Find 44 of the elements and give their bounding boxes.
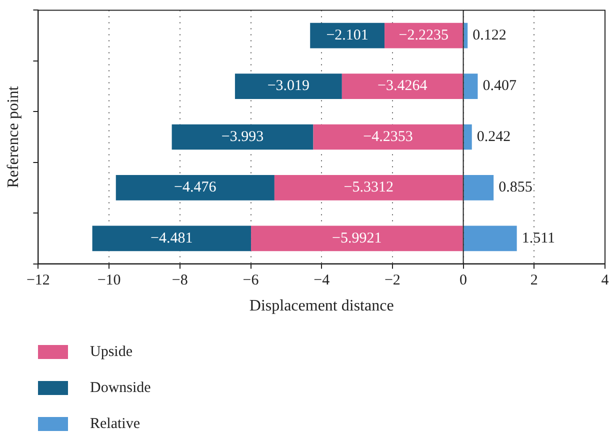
bar: [310, 22, 385, 48]
legend-label: Downside: [90, 380, 151, 396]
x-tick-label: 2: [530, 272, 538, 289]
bar: [234, 74, 342, 99]
bar: [342, 74, 463, 99]
x-axis-title: Displacement distance: [249, 298, 394, 315]
data-label: −2.101: [326, 28, 368, 44]
bar: [464, 226, 517, 252]
bar: [464, 175, 494, 200]
data-label: 0.855: [498, 180, 532, 196]
data-label: −4.476: [174, 180, 217, 196]
data-label: −3.993: [221, 128, 264, 145]
legend-label: Relative: [90, 416, 140, 432]
bar: [464, 124, 472, 150]
bar: [313, 124, 463, 150]
bar: [384, 22, 463, 48]
bar: [172, 124, 314, 150]
x-tick-label: −4: [314, 272, 330, 289]
y-axis-title: Reference point: [4, 86, 22, 188]
bar: [251, 226, 463, 252]
data-label: −2.2235: [398, 28, 449, 44]
data-label: −3.4264: [378, 78, 428, 94]
x-tick-label: −12: [26, 272, 50, 289]
bar: [116, 175, 274, 200]
x-tick-label: −8: [172, 272, 188, 289]
data-label: 0.407: [482, 78, 517, 94]
x-tick-label: 0: [460, 272, 468, 289]
data-label: −5.9921: [332, 230, 382, 246]
data-label: −4.481: [150, 230, 193, 246]
x-tick-label: −10: [97, 272, 121, 289]
data-label: 1.511: [522, 230, 556, 246]
data-label: −5.3312: [344, 180, 394, 196]
data-label: −3.019: [267, 78, 310, 94]
x-tick-label: 4: [601, 272, 610, 289]
bar: [92, 226, 252, 252]
data-label: −4.2353: [363, 128, 413, 145]
bar: [464, 22, 468, 48]
bar: [464, 74, 478, 99]
x-tick-label: −2: [384, 272, 400, 289]
data-label: 0.122: [472, 28, 506, 44]
legend-label: Upside: [90, 344, 132, 360]
data-label: 0.242: [476, 128, 511, 145]
bar: [274, 175, 463, 200]
x-tick-label: −6: [242, 272, 260, 289]
